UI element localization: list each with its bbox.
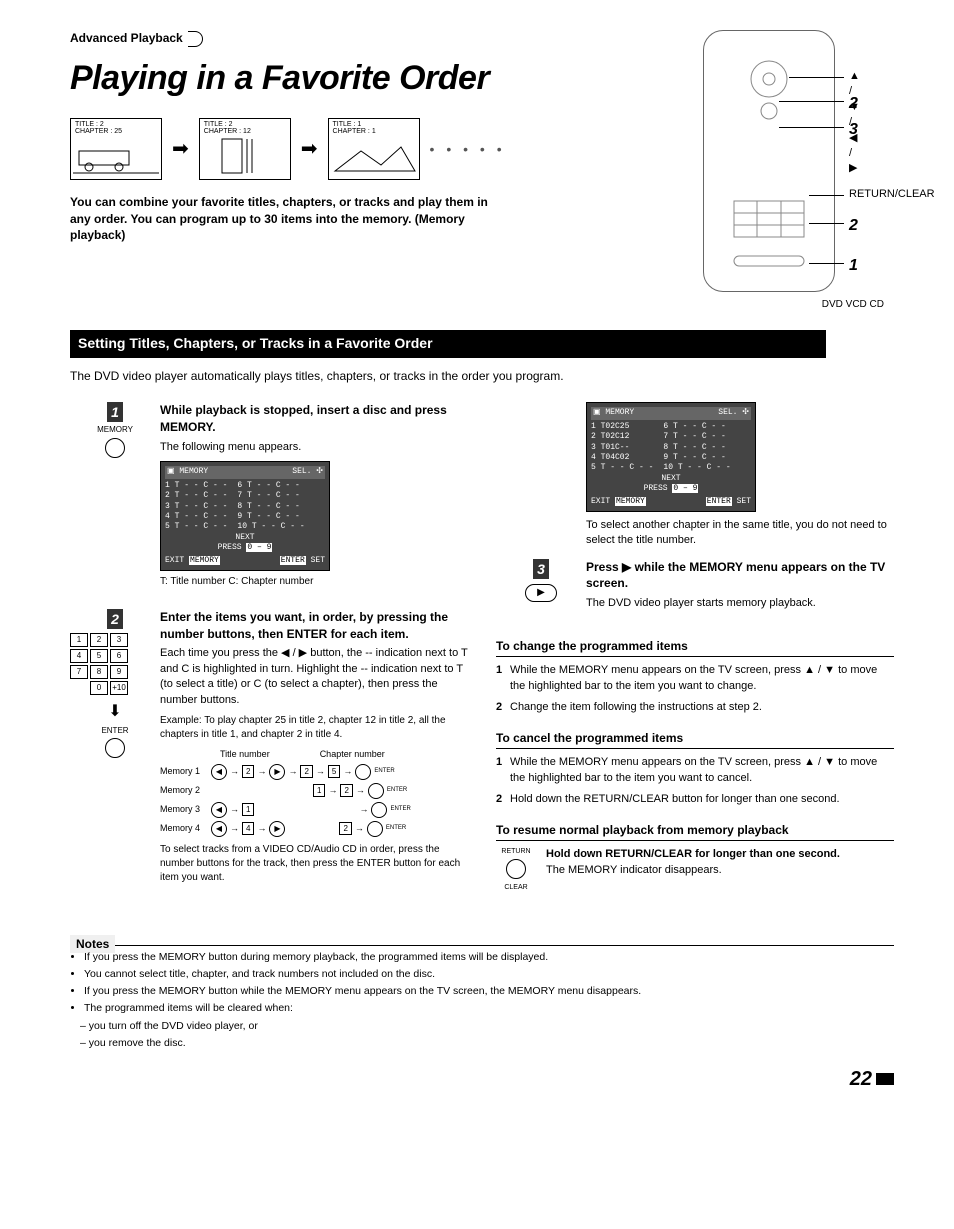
step3-desc: The DVD video player starts memory playb… — [586, 596, 894, 611]
osd-legend: T: Title number C: Chapter number — [160, 575, 468, 589]
thumb-1: TITLE : 2CHAPTER : 25 — [70, 118, 162, 180]
return-clear-button-icon — [506, 859, 526, 879]
step3-title: Press ▶ while the MEMORY menu appears on… — [586, 559, 894, 593]
resume-heading: To resume normal playback from memory pl… — [496, 822, 894, 842]
section-heading: Setting Titles, Chapters, or Tracks in a… — [70, 330, 826, 358]
keypad-icon: 123 456 789 0+10 — [70, 633, 160, 695]
remote-callout-3: 3 — [849, 119, 858, 141]
step-1: 1 MEMORY While playback is stopped, inse… — [70, 402, 468, 589]
header-arc-icon — [188, 31, 203, 47]
osd-menu-1: ▣ MEMORYSEL. ✣ 1 T - - C - -2 T - - C - … — [160, 461, 330, 571]
step-num-1: 1 — [107, 402, 123, 422]
memory-row: Memory 3◀→1→ ENTER — [160, 802, 468, 818]
step2-title: Enter the items you want, in order, by p… — [160, 609, 468, 643]
thumbnail-row: TITLE : 2CHAPTER : 25 ➡ TITLE : 2CHAPTER… — [70, 118, 644, 180]
change-list: 1While the MEMORY menu appears on the TV… — [496, 663, 894, 715]
thumb-3: TITLE : 1CHAPTER : 1 — [328, 118, 420, 180]
remote-callout-2a: 2 — [849, 93, 858, 115]
intro-text: You can combine your favorite titles, ch… — [70, 194, 510, 243]
remote-callout-return: RETURN/CLEAR — [849, 187, 935, 202]
remote-diagram: ▲ / ▼ / ◀ / ▶ 2 3 RETURN/CLEAR 2 1 DVD V… — [644, 30, 894, 312]
enter-label: ENTER — [70, 725, 160, 736]
step2-example: Example: To play chapter 25 in title 2, … — [160, 714, 468, 742]
resume-desc: The MEMORY indicator disappears. — [546, 863, 840, 878]
osd-menu-2: ▣ MEMORYSEL. ✣ 1 T02C252 T02C123 T01C--4… — [586, 402, 756, 512]
memory-label: MEMORY — [70, 424, 160, 435]
remote-icon — [704, 31, 834, 291]
step-2: 2 123 456 789 0+10 ⬇ ENTER Enter the ite… — [70, 609, 468, 891]
cancel-heading: To cancel the programmed items — [496, 730, 894, 750]
step2-desc: Each time you press the ◀ / ▶ button, th… — [160, 646, 468, 708]
arrow-icon: ➡ — [172, 135, 189, 163]
step-num-3: 3 — [533, 559, 549, 579]
resume-block: RETURN CLEAR Hold down RETURN/CLEAR for … — [496, 847, 894, 892]
arrow-icon: ➡ — [301, 135, 318, 163]
osd2-below: To select another chapter in the same ti… — [586, 518, 894, 549]
memory-row: Memory 1◀→2→▶→2→5→ ENTER — [160, 764, 468, 780]
remote-callout-2b: 2 — [849, 215, 858, 237]
step-3: 3 ▶ Press ▶ while the MEMORY menu appear… — [496, 559, 894, 618]
dots-icon: • • • • • — [430, 140, 506, 160]
notes-list: If you press the MEMORY button during me… — [70, 950, 894, 1015]
enter-button-icon — [105, 738, 125, 758]
memory-row: Memory 4◀→4→▶2→ ENTER — [160, 821, 468, 837]
step1-desc: The following menu appears. — [160, 440, 468, 455]
notes-section: Notes If you press the MEMORY button dur… — [70, 935, 894, 1051]
change-heading: To change the programmed items — [496, 638, 894, 658]
col-label-title: Title number — [220, 748, 270, 761]
step-num-2: 2 — [107, 609, 123, 629]
cancel-list: 1While the MEMORY menu appears on the TV… — [496, 755, 894, 807]
step2-tail: To select tracks from a VIDEO CD/Audio C… — [160, 843, 468, 885]
header: Advanced Playback — [70, 30, 644, 47]
memory-row: Memory 21→2→ ENTER — [160, 783, 468, 799]
page-number: 22 — [70, 1065, 894, 1093]
notes-sublist: you turn off the DVD video player, or yo… — [70, 1019, 894, 1050]
header-label: Advanced Playback — [70, 30, 183, 47]
col-label-chapter: Chapter number — [320, 748, 385, 761]
memory-button-icon — [105, 438, 125, 458]
step1-title: While playback is stopped, insert a disc… — [160, 402, 468, 436]
remote-callout-1: 1 — [849, 255, 858, 277]
down-arrow-icon: ⬇ — [70, 701, 160, 723]
play-button-icon: ▶ — [525, 584, 557, 602]
page-title: Playing in a Favorite Order — [70, 55, 644, 103]
section-intro: The DVD video player automatically plays… — [70, 368, 894, 385]
resume-bold: Hold down RETURN/CLEAR for longer than o… — [546, 847, 840, 862]
media-labels: DVD VCD CD — [644, 298, 894, 312]
thumb-2: TITLE : 2CHAPTER : 12 — [199, 118, 291, 180]
